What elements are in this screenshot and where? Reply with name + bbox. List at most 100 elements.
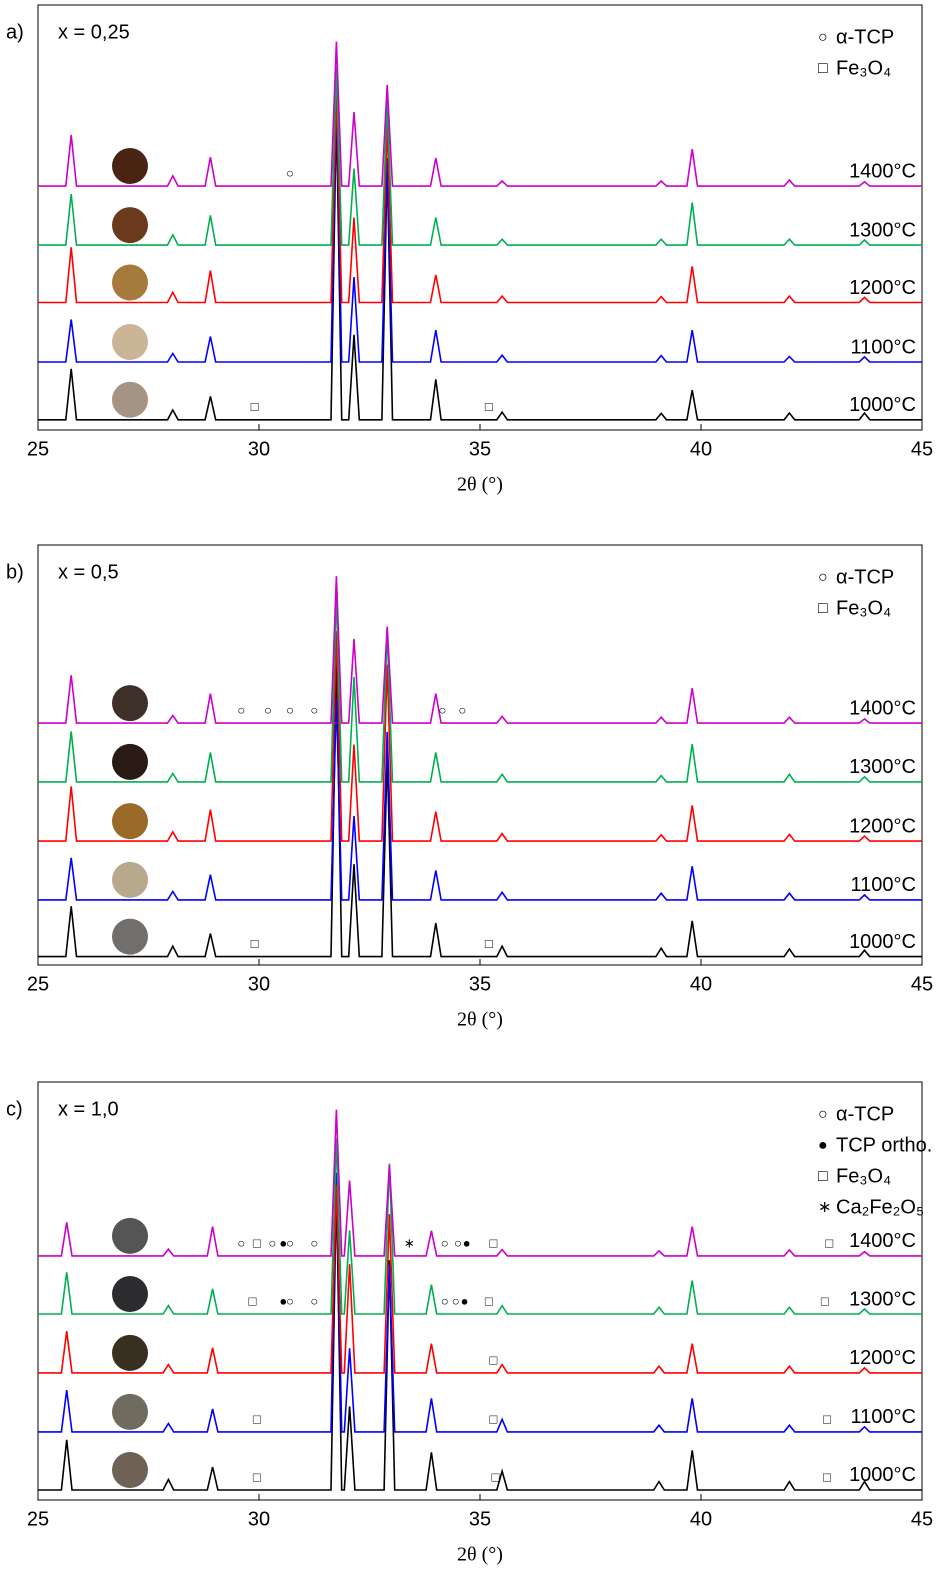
phase-marker: ○ [268, 1235, 276, 1250]
phase-marker: ○ [452, 1293, 460, 1308]
x-tick-label: 35 [469, 973, 491, 995]
series-label: 1200°C [849, 277, 916, 299]
phase-marker: ○ [286, 1235, 294, 1250]
panel-label: a) [6, 21, 24, 43]
legend-symbol: ○ [818, 1106, 828, 1123]
sample-photo [112, 324, 148, 360]
panel-title: x = 0,5 [58, 561, 119, 583]
phase-marker: ○ [264, 703, 272, 718]
legend-label: α-TCP [836, 566, 894, 588]
sample-photo [112, 381, 148, 418]
legend-symbol: ○ [818, 569, 828, 586]
series-label: 1300°C [849, 219, 916, 241]
legend-label: Fe₃O₄ [836, 1165, 891, 1187]
x-axis-label: 2θ (°) [457, 1009, 503, 1031]
phase-marker: ○ [454, 1235, 462, 1250]
phase-marker: ● [461, 1293, 469, 1308]
phase-marker: □ [489, 1235, 497, 1250]
series-label: 1400°C [849, 1230, 916, 1252]
x-tick-label: 30 [248, 973, 270, 995]
sample-photo [112, 1217, 148, 1254]
legend-label: Fe₃O₄ [836, 57, 891, 79]
panel-label: b) [6, 561, 24, 583]
phase-marker: □ [489, 1352, 497, 1367]
x-axis-label: 2θ (°) [457, 474, 503, 496]
phase-marker: □ [489, 1411, 497, 1426]
phase-marker: □ [485, 399, 493, 414]
phase-marker: ○ [439, 703, 447, 718]
phase-marker: ○ [441, 1235, 449, 1250]
legend-symbol: ○ [818, 29, 828, 46]
series-label: 1000°C [849, 931, 916, 953]
sample-photo [112, 1393, 148, 1430]
xrd-trace [38, 113, 922, 421]
x-tick-label: 40 [690, 1508, 712, 1530]
legend-symbol: ∗ [818, 1199, 831, 1216]
xrd-trace [38, 592, 922, 783]
sample-photo [112, 1334, 148, 1371]
xrd-trace [38, 89, 922, 304]
xrd-trace [38, 41, 922, 187]
x-tick-label: 45 [911, 973, 933, 995]
x-tick-label: 25 [27, 438, 49, 460]
phase-marker: ● [463, 1235, 471, 1250]
phase-marker: ○ [286, 165, 294, 180]
x-tick-label: 45 [911, 1508, 933, 1530]
legend-label: α-TCP [836, 1103, 894, 1125]
phase-marker: ∗ [404, 1235, 415, 1250]
phase-marker: □ [251, 399, 259, 414]
phase-marker: ○ [310, 703, 318, 718]
xrd-trace [38, 1109, 922, 1257]
phase-marker: ○ [237, 703, 245, 718]
sample-photo [112, 918, 148, 955]
sample-photo [112, 207, 148, 244]
legend-symbol: □ [818, 600, 828, 617]
panel-title: x = 0,25 [58, 21, 130, 43]
series-label: 1400°C [849, 697, 916, 719]
x-tick-label: 35 [469, 1508, 491, 1530]
phase-marker: □ [825, 1235, 833, 1250]
phase-marker: □ [823, 1469, 831, 1484]
phase-marker: □ [248, 1293, 256, 1308]
xrd-trace [38, 1184, 922, 1374]
phase-marker: □ [485, 936, 493, 951]
xrd-trace [38, 662, 922, 958]
xrd-trace [38, 1138, 922, 1315]
xrd-trace [38, 1188, 922, 1491]
sample-photo [112, 264, 148, 301]
x-tick-label: 35 [469, 438, 491, 460]
phase-marker: ○ [441, 1293, 449, 1308]
series-label: 1000°C [849, 394, 916, 416]
phase-marker: □ [485, 1293, 493, 1308]
phase-marker: □ [253, 1469, 261, 1484]
xrd-trace [38, 1172, 922, 1433]
x-tick-label: 30 [248, 438, 270, 460]
legend-symbol: ● [818, 1137, 828, 1154]
xrd-trace [38, 698, 922, 901]
xrd-trace [38, 98, 922, 363]
sample-photo [112, 148, 148, 185]
phase-marker: □ [821, 1293, 829, 1308]
x-tick-label: 30 [248, 1508, 270, 1530]
phase-marker: ● [279, 1235, 287, 1250]
legend-label: Ca₂Fe₂O₅ [836, 1196, 924, 1218]
series-label: 1400°C [849, 160, 916, 182]
sample-photo [112, 803, 148, 840]
plot-frame [37, 544, 923, 966]
phase-marker: □ [492, 1469, 500, 1484]
phase-marker: □ [823, 1411, 831, 1426]
sample-photo [112, 743, 148, 780]
series-label: 1200°C [849, 1347, 916, 1369]
series-label: 1200°C [849, 815, 916, 837]
phase-marker: ○ [310, 1235, 318, 1250]
phase-marker: □ [251, 936, 259, 951]
x-tick-label: 40 [690, 973, 712, 995]
legend-symbol: □ [818, 1168, 828, 1185]
xrd-trace [38, 66, 922, 246]
series-label: 1300°C [849, 1288, 916, 1310]
x-tick-label: 25 [27, 1508, 49, 1530]
sample-photo [112, 1451, 148, 1488]
phase-marker: □ [253, 1235, 261, 1250]
legend-label: α-TCP [836, 26, 894, 48]
